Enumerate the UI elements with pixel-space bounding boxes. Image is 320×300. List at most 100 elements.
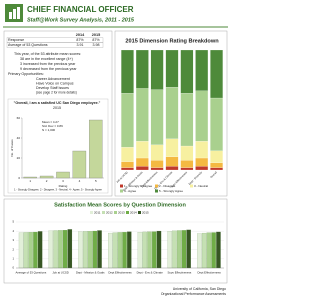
bar [72,150,87,179]
bar [89,119,103,179]
bar-segment [165,156,179,167]
bar-segment [195,90,209,142]
bar-segment [121,93,134,148]
bar [28,232,33,269]
bar-segment [121,147,134,162]
bar-segment [121,49,134,94]
bar [108,232,113,269]
bar [97,230,102,269]
annotation: Std. Dev = 0.89 [42,124,63,128]
bar-segment [135,157,149,167]
bar [87,231,93,269]
bar [152,231,157,269]
bar [39,175,54,179]
bar [122,232,127,269]
legend-swatch [138,211,141,214]
table-cell: 3.91 [77,43,84,47]
bar-segment [121,167,134,171]
bar [117,232,122,269]
bar-segment [195,157,209,167]
legend-label: 5 - Strongly Agree [159,189,183,193]
bar-segment [150,89,164,145]
bar [216,231,221,269]
bar-segment [210,49,223,99]
footer: Organizational Performance Assessments [161,292,226,296]
chart-title: "Overall, I am a satisfied UC San Diego … [14,101,101,105]
bar-segment [165,87,179,139]
table-cell: 87% [92,38,100,42]
note-heading: Primary Opportunities: [8,72,44,76]
y-axis-label: No. of Cases [10,139,14,157]
legend-swatch [102,211,105,214]
bar-segment [135,141,149,159]
legend-swatch [120,184,123,188]
bar-segment [210,162,223,168]
legend-swatch [120,189,123,193]
bar-segment [195,141,209,159]
opportunity: Have Voice on Campus [36,81,74,85]
bar [206,232,212,269]
note-item: 3 increased from the previous year [20,62,76,66]
bar-segment [121,161,134,168]
y-tick-label: 20 [17,156,21,160]
bar-segment [150,49,164,90]
y-tick-label: 0 [18,176,20,180]
chart-title: 2015 Dimension Rating Breakdown [125,38,219,44]
logo-bar [13,9,16,19]
x-tick-label: 2 [46,179,48,183]
legend-label: 3 - Neutral [194,184,208,188]
bar [181,230,187,269]
legend-swatch [190,184,193,188]
bar [18,232,24,269]
bar [62,230,68,269]
legend-label: 4 - Agree [124,189,137,193]
chart-subtitle: 2015 [53,106,61,110]
bar-segment [195,166,209,171]
opportunity: Develop Staff Issues [36,86,69,90]
bar-segment [150,144,164,161]
bar [147,231,152,269]
legend-label: 2013 [118,210,125,214]
bar-segment [165,138,179,157]
opportunity: Career Advancement [36,77,70,81]
bar [23,176,37,179]
legend-swatch [114,211,117,214]
table-cell: 3.98 [93,43,100,47]
bar-segment [150,160,164,168]
subtitle: Staff@Work Survey Analysis, 2011 - 2015 [27,17,135,23]
bar-segment [180,49,194,94]
x-tick-label: 4 [79,179,81,183]
bar-segment [180,167,194,171]
bar [33,231,38,269]
bar [92,230,98,269]
bar-segment [135,88,149,142]
x-axis-label: Rating [59,184,68,188]
logo-bar [9,12,12,19]
x-tick-label: Overall [209,170,218,179]
bar [48,230,54,269]
table-header: 2014 [76,33,85,37]
note-item: 38 are in the excellent range (4+) [20,57,73,61]
note: (see page 2 for more details) [36,90,77,94]
x-tick-label: Dept Effectiveness [108,271,132,275]
bar-segment [165,166,179,171]
bar-segment [210,150,223,163]
y-tick-label: 3 [12,238,14,242]
table-cell: Response [8,38,24,42]
y-tick-label: 2 [12,247,14,251]
legend-swatch [90,211,93,214]
note: This year, of the 53 attribute mean scor… [14,52,81,56]
note-item: 9 decreased from the previous year [20,67,77,71]
bar [197,233,202,269]
legend-swatch [155,184,158,188]
table-row [6,42,104,48]
bar [53,230,58,269]
legend-swatch [126,211,129,214]
y-tick-label: 4 [12,229,14,233]
bar-segment [195,49,209,91]
bar [78,231,83,269]
bar [172,230,177,269]
x-tick-label: Average of 53 Questions [15,271,46,275]
bar [23,232,29,269]
chart-title: Satisfaction Mean Scores by Question Dim… [54,202,186,208]
